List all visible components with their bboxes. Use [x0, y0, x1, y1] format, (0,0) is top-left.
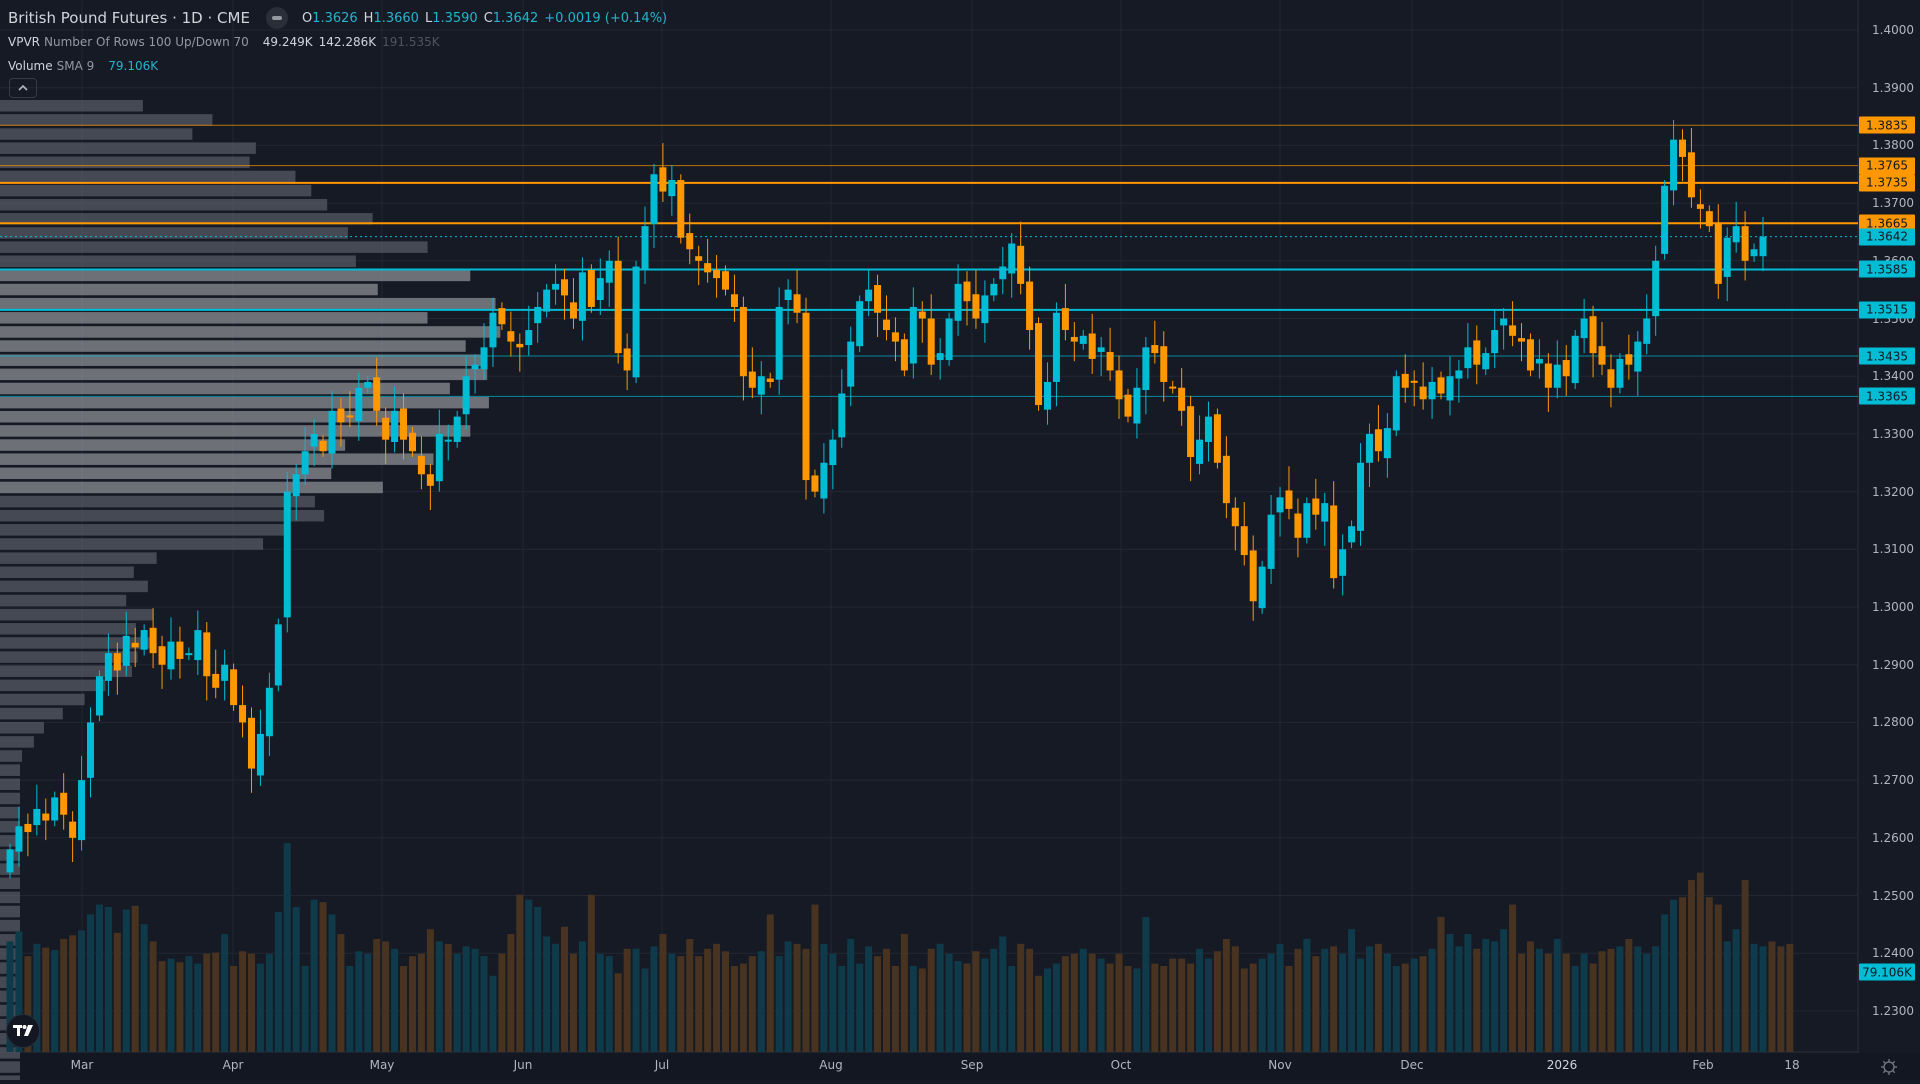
price-axis-label: 1.2400 — [1872, 946, 1914, 961]
volume-params: SMA 9 — [56, 59, 95, 73]
level-price-tag: 1.3665 — [1859, 214, 1915, 232]
price-axis-label: 1.3300 — [1872, 426, 1914, 441]
vpvr-legend[interactable]: VPVR Number Of Rows 100 Up/Down 70 49.24… — [8, 30, 673, 54]
vpvr-name: VPVR — [8, 35, 40, 49]
level-price-tag: 1.3515 — [1859, 301, 1915, 319]
price-axis-label: 1.3200 — [1872, 484, 1914, 499]
time-axis-label: Sep — [960, 1058, 984, 1072]
vpvr-up-value: 49.249K — [262, 35, 313, 49]
price-axis-label: 1.2700 — [1872, 773, 1914, 788]
minus-icon — [271, 16, 282, 20]
level-price-tag: 1.3735 — [1859, 174, 1915, 192]
collapse-legend-button[interactable] — [9, 78, 37, 98]
time-axis-label: May — [369, 1058, 395, 1072]
level-price-tag: 1.3765 — [1859, 157, 1915, 175]
volume-legend[interactable]: Volume SMA 9 79.106K — [8, 54, 673, 78]
vpvr-total-value: 191.535K — [382, 35, 440, 49]
price-axis-label: 1.2600 — [1872, 830, 1914, 845]
time-axis-label: Jul — [654, 1058, 670, 1072]
price-axis-label: 1.4000 — [1872, 23, 1914, 37]
vpvr-profile — [0, 100, 501, 1084]
price-axis-label: 1.2300 — [1872, 1003, 1914, 1018]
volume-name: Volume — [8, 59, 53, 73]
last-price-tag: 1.3642 — [1859, 228, 1915, 246]
time-axis-label: Apr — [222, 1058, 244, 1072]
time-axis-label: Nov — [1268, 1058, 1292, 1072]
level-price-tag: 1.3435 — [1859, 347, 1915, 365]
price-axis-label: 1.3400 — [1872, 369, 1914, 384]
symbol-title[interactable]: British Pound Futures · 1D · CME — [8, 9, 250, 27]
volume-value-tag: 79.106K — [1859, 963, 1915, 981]
hide-series-button[interactable] — [265, 7, 288, 29]
ohlc-high: H1.3660 — [363, 10, 419, 26]
tradingview-logo[interactable] — [6, 1014, 40, 1048]
vpvr-params: Number Of Rows 100 Up/Down 70 — [44, 35, 249, 49]
vpvr-down-value: 142.286K — [318, 35, 377, 49]
ohlc-low: L1.3590 — [424, 10, 478, 26]
price-axis-label: 1.3900 — [1872, 80, 1914, 95]
time-axis-label: 2026 — [1546, 1058, 1578, 1072]
ohlc-close: C1.3642 — [483, 10, 539, 26]
time-axis-label: Oct — [1110, 1058, 1132, 1072]
time-axis-label: 18 — [1784, 1058, 1800, 1072]
price-axis-label: 1.2800 — [1872, 715, 1914, 730]
tv-logo-icon — [13, 1025, 33, 1036]
level-price-tag: 1.3585 — [1859, 260, 1915, 278]
price-axis-label: 1.3000 — [1872, 600, 1914, 614]
price-axis-label: 1.3100 — [1872, 542, 1914, 557]
price-axis-label: 1.3800 — [1872, 138, 1914, 153]
level-price-tag: 1.3835 — [1859, 116, 1915, 134]
time-axis-label: Aug — [819, 1058, 843, 1072]
chart-legend: British Pound Futures · 1D · CME O1.3626… — [8, 6, 673, 78]
level-price-tag: 1.3365 — [1859, 387, 1915, 405]
symbol-row: British Pound Futures · 1D · CME O1.3626… — [8, 6, 673, 30]
time-axis-label: Feb — [1692, 1058, 1714, 1072]
price-axis-label: 1.3700 — [1872, 196, 1914, 211]
time-axis-label: Dec — [1400, 1058, 1424, 1072]
volume-value: 79.106K — [108, 59, 159, 73]
ohlc-change: +0.0019 (+0.14%) — [544, 10, 668, 26]
price-axis-label: 1.2500 — [1872, 888, 1914, 903]
settings-gear-icon[interactable] — [1880, 1058, 1898, 1076]
time-axis-label: Mar — [70, 1058, 94, 1072]
price-axis-label: 1.2900 — [1872, 657, 1914, 672]
chevron-up-icon — [18, 84, 28, 91]
time-axis-label: Jun — [513, 1058, 533, 1072]
ohlc-open: O1.3626 — [301, 10, 358, 26]
